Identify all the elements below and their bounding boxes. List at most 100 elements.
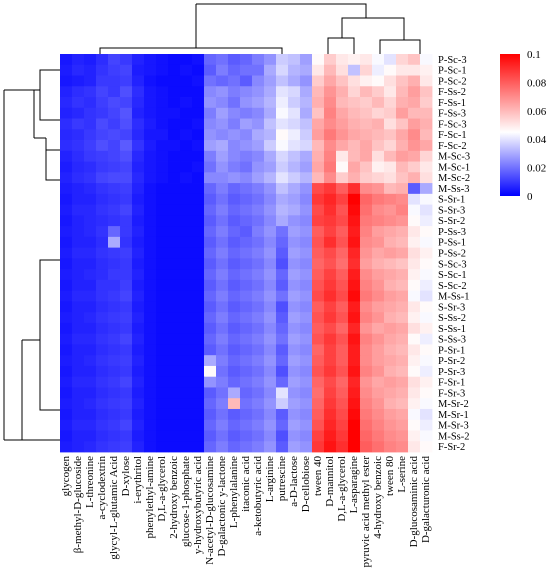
heatmap-cell bbox=[120, 269, 133, 281]
heatmap-cell bbox=[132, 355, 145, 367]
row-label: S-Sc-3 bbox=[438, 259, 467, 270]
heatmap-cell bbox=[168, 408, 181, 421]
heatmap-cell bbox=[408, 236, 421, 249]
heatmap-cell bbox=[252, 215, 265, 227]
heatmap-cell bbox=[192, 419, 205, 431]
heatmap-cell bbox=[276, 150, 289, 162]
heatmap-cell bbox=[372, 419, 385, 431]
heatmap-cell bbox=[348, 430, 361, 442]
heatmap-cell bbox=[168, 118, 181, 130]
heatmap-cell bbox=[420, 333, 433, 345]
heatmap-cell bbox=[228, 322, 241, 335]
heatmap-cell bbox=[120, 193, 133, 205]
heatmap-cell bbox=[252, 54, 265, 66]
heatmap-cell bbox=[192, 355, 205, 367]
heatmap-cell bbox=[144, 215, 157, 227]
heatmap-cell bbox=[192, 290, 205, 302]
heatmap-cell bbox=[420, 204, 433, 216]
heatmap-cell bbox=[108, 107, 121, 119]
heatmap-cell bbox=[360, 204, 373, 216]
heatmap-cell bbox=[288, 398, 301, 410]
heatmap-cell bbox=[384, 172, 397, 184]
heatmap-cell bbox=[300, 279, 313, 292]
heatmap-cell bbox=[156, 64, 169, 76]
heatmap-cell bbox=[72, 398, 85, 410]
heatmap-cell bbox=[348, 441, 361, 453]
heatmap-cell bbox=[348, 118, 361, 130]
heatmap-cell bbox=[324, 322, 337, 335]
heatmap-cell bbox=[264, 408, 277, 421]
heatmap-cell bbox=[192, 344, 205, 356]
heatmap-cell bbox=[132, 419, 145, 431]
heatmap-cell bbox=[108, 226, 121, 238]
heatmap-cell bbox=[348, 312, 361, 324]
heatmap-cell bbox=[252, 258, 265, 270]
heatmap-cell bbox=[288, 376, 301, 388]
heatmap-cell bbox=[96, 193, 109, 205]
heatmap-cell bbox=[252, 236, 265, 249]
heatmap-cell bbox=[300, 365, 313, 378]
heatmap-cell bbox=[144, 226, 157, 238]
heatmap-cell bbox=[228, 193, 241, 205]
column-label: tween 40 bbox=[312, 456, 324, 497]
heatmap-cell bbox=[324, 441, 337, 453]
heatmap-cell bbox=[408, 419, 421, 431]
heatmap-cell bbox=[252, 312, 265, 324]
heatmap-cell bbox=[300, 236, 313, 249]
heatmap-cell bbox=[72, 430, 85, 442]
heatmap-cell bbox=[144, 86, 157, 98]
heatmap-cell bbox=[408, 365, 421, 378]
heatmap-cell bbox=[204, 279, 217, 292]
heatmap-cell bbox=[264, 150, 277, 162]
heatmap-cell bbox=[360, 183, 373, 195]
heatmap-cell bbox=[144, 204, 157, 216]
column-label: a-D-lactose bbox=[288, 456, 300, 507]
heatmap-cell bbox=[216, 387, 229, 399]
heatmap-cell bbox=[180, 430, 193, 442]
heatmap-cell bbox=[228, 344, 241, 356]
heatmap-cell bbox=[216, 150, 229, 162]
heatmap-cell bbox=[264, 322, 277, 335]
heatmap-cell bbox=[228, 161, 241, 173]
heatmap-cell bbox=[348, 333, 361, 345]
heatmap-cell bbox=[240, 365, 253, 378]
heatmap-cell bbox=[252, 86, 265, 98]
heatmap-cell bbox=[420, 419, 433, 431]
heatmap-cell bbox=[192, 312, 205, 324]
row-label: P-Sc-3 bbox=[438, 55, 467, 66]
heatmap-cell bbox=[168, 430, 181, 442]
heatmap-cell bbox=[240, 247, 253, 259]
heatmap-cell bbox=[372, 86, 385, 98]
heatmap-cell bbox=[348, 236, 361, 249]
heatmap-cell bbox=[72, 258, 85, 270]
heatmap-cell bbox=[96, 172, 109, 184]
heatmap-cell bbox=[204, 129, 217, 141]
heatmap-cell bbox=[72, 215, 85, 227]
heatmap-cell bbox=[300, 172, 313, 184]
heatmap-cell bbox=[372, 75, 385, 87]
heatmap-cell bbox=[384, 430, 397, 442]
row-label: P-Sr-2 bbox=[438, 356, 465, 367]
heatmap-cell bbox=[156, 54, 169, 66]
heatmap-cell bbox=[72, 344, 85, 356]
heatmap-cell bbox=[132, 333, 145, 345]
heatmap-cell bbox=[84, 150, 97, 162]
heatmap-cell bbox=[276, 129, 289, 141]
heatmap-cell bbox=[372, 204, 385, 216]
colorbar-gradient bbox=[500, 54, 520, 196]
heatmap-cell bbox=[336, 64, 349, 76]
heatmap-cell bbox=[312, 129, 325, 141]
heatmap-cell bbox=[144, 54, 157, 66]
heatmap-cell bbox=[396, 398, 409, 410]
heatmap-cell bbox=[204, 118, 217, 130]
heatmap-cell bbox=[72, 269, 85, 281]
heatmap-cell bbox=[168, 204, 181, 216]
heatmap-cell bbox=[420, 408, 433, 421]
heatmap-cell bbox=[300, 301, 313, 313]
heatmap-cell bbox=[96, 140, 109, 152]
heatmap-cell bbox=[252, 279, 265, 292]
heatmap-cell bbox=[312, 118, 325, 130]
heatmap-cell bbox=[192, 161, 205, 173]
heatmap-cell bbox=[348, 161, 361, 173]
heatmap-cell bbox=[336, 312, 349, 324]
